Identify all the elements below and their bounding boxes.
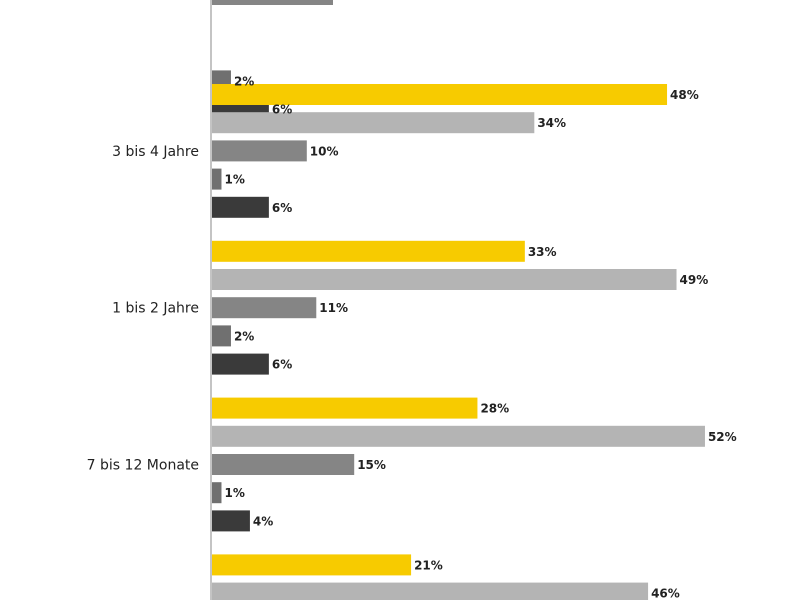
bar-value-label: 11% bbox=[319, 301, 348, 315]
category-label: 3 bis 4 Jahre bbox=[112, 144, 199, 160]
bar bbox=[212, 454, 355, 475]
bar bbox=[212, 196, 269, 218]
bar-value-label: 1% bbox=[224, 486, 244, 500]
bar-value-label: 28% bbox=[480, 402, 509, 416]
bar-value-label: 15% bbox=[357, 458, 386, 472]
bar bbox=[212, 425, 705, 447]
bars-layer bbox=[212, 0, 705, 600]
bar-value-label: 46% bbox=[651, 587, 680, 600]
bar bbox=[212, 0, 333, 5]
bar-value-label: 34% bbox=[537, 116, 566, 130]
bar bbox=[212, 140, 307, 162]
bar-value-label: 2% bbox=[234, 329, 254, 343]
bar bbox=[212, 582, 649, 600]
bar bbox=[212, 510, 250, 532]
category-label: 7 bis 12 Monate bbox=[87, 458, 199, 474]
bar bbox=[212, 240, 525, 262]
bar-value-label: 52% bbox=[708, 430, 737, 444]
bar bbox=[212, 84, 668, 105]
category-label: 1 bis 2 Jahre bbox=[112, 301, 199, 317]
bar-value-label: 6% bbox=[272, 103, 292, 117]
bar-value-label: 10% bbox=[310, 144, 339, 158]
bar bbox=[212, 353, 269, 375]
bar-value-label: 49% bbox=[680, 273, 709, 287]
bar bbox=[212, 482, 222, 504]
bar-value-label: 4% bbox=[253, 514, 273, 528]
bar bbox=[212, 554, 412, 576]
bar-value-label: 6% bbox=[272, 201, 292, 215]
bar bbox=[212, 269, 677, 290]
bar-value-label: 33% bbox=[528, 245, 557, 259]
bar-value-label: 1% bbox=[224, 173, 244, 187]
bar bbox=[212, 325, 231, 347]
bar-value-label: 6% bbox=[272, 358, 292, 372]
bar-value-label: 21% bbox=[414, 558, 443, 572]
bar-value-label: 48% bbox=[670, 88, 699, 102]
labels-layer: 2% 6% 48% 34% 10% 1% 6% 3 bis 4 Jahre 33% 49% 11% 2… bbox=[87, 74, 737, 600]
bar bbox=[212, 112, 535, 134]
bar bbox=[212, 297, 317, 319]
bar bbox=[212, 168, 222, 190]
bar-value-label: 2% bbox=[234, 74, 254, 88]
bar bbox=[212, 397, 478, 419]
